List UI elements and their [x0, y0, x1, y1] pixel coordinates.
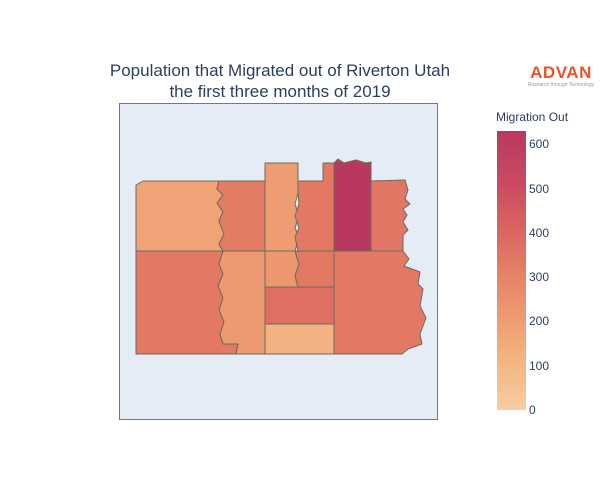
region-north-central-west[interactable] [216, 180, 266, 252]
colorbar-tick-label: 100 [529, 358, 550, 373]
region-north-east[interactable] [370, 179, 411, 252]
region-southeast[interactable] [333, 250, 427, 355]
region-south-west-central[interactable] [217, 250, 266, 355]
colorbar-tick-label: 0 [529, 403, 536, 417]
colorbar-tick-label: 600 [529, 137, 550, 152]
chart-title-line-2: the first three months of 2019 [169, 82, 391, 101]
region-south-center-block[interactable] [264, 286, 335, 325]
colorbar-title: Migration Out [496, 110, 569, 124]
region-north-middle-right[interactable] [294, 162, 335, 252]
colorbar-tick-label: 500 [529, 181, 550, 196]
colorbar-tick-label: 300 [529, 270, 550, 285]
logo-word: ADVAN [530, 63, 592, 82]
region-south-strip[interactable] [264, 250, 300, 288]
colorbar-tick-label: 400 [529, 225, 550, 240]
map-frame[interactable] [119, 103, 438, 420]
logo-tagline: Research through Technology [527, 82, 595, 88]
colorbar [497, 131, 526, 410]
region-south-middle-right[interactable] [294, 250, 335, 288]
chart-title-line-1: Population that Migrated out of Riverton… [109, 61, 451, 80]
choropleth-map[interactable] [120, 104, 437, 419]
region-north-tall-strip[interactable] [264, 162, 300, 252]
region-south-center-bottom[interactable] [264, 323, 335, 355]
colorbar-tick-label: 200 [529, 314, 550, 329]
advan-logo: ADVAN Research through Technology [527, 63, 595, 89]
region-north-east-peak[interactable] [333, 158, 372, 252]
region-northwest[interactable] [135, 180, 225, 252]
